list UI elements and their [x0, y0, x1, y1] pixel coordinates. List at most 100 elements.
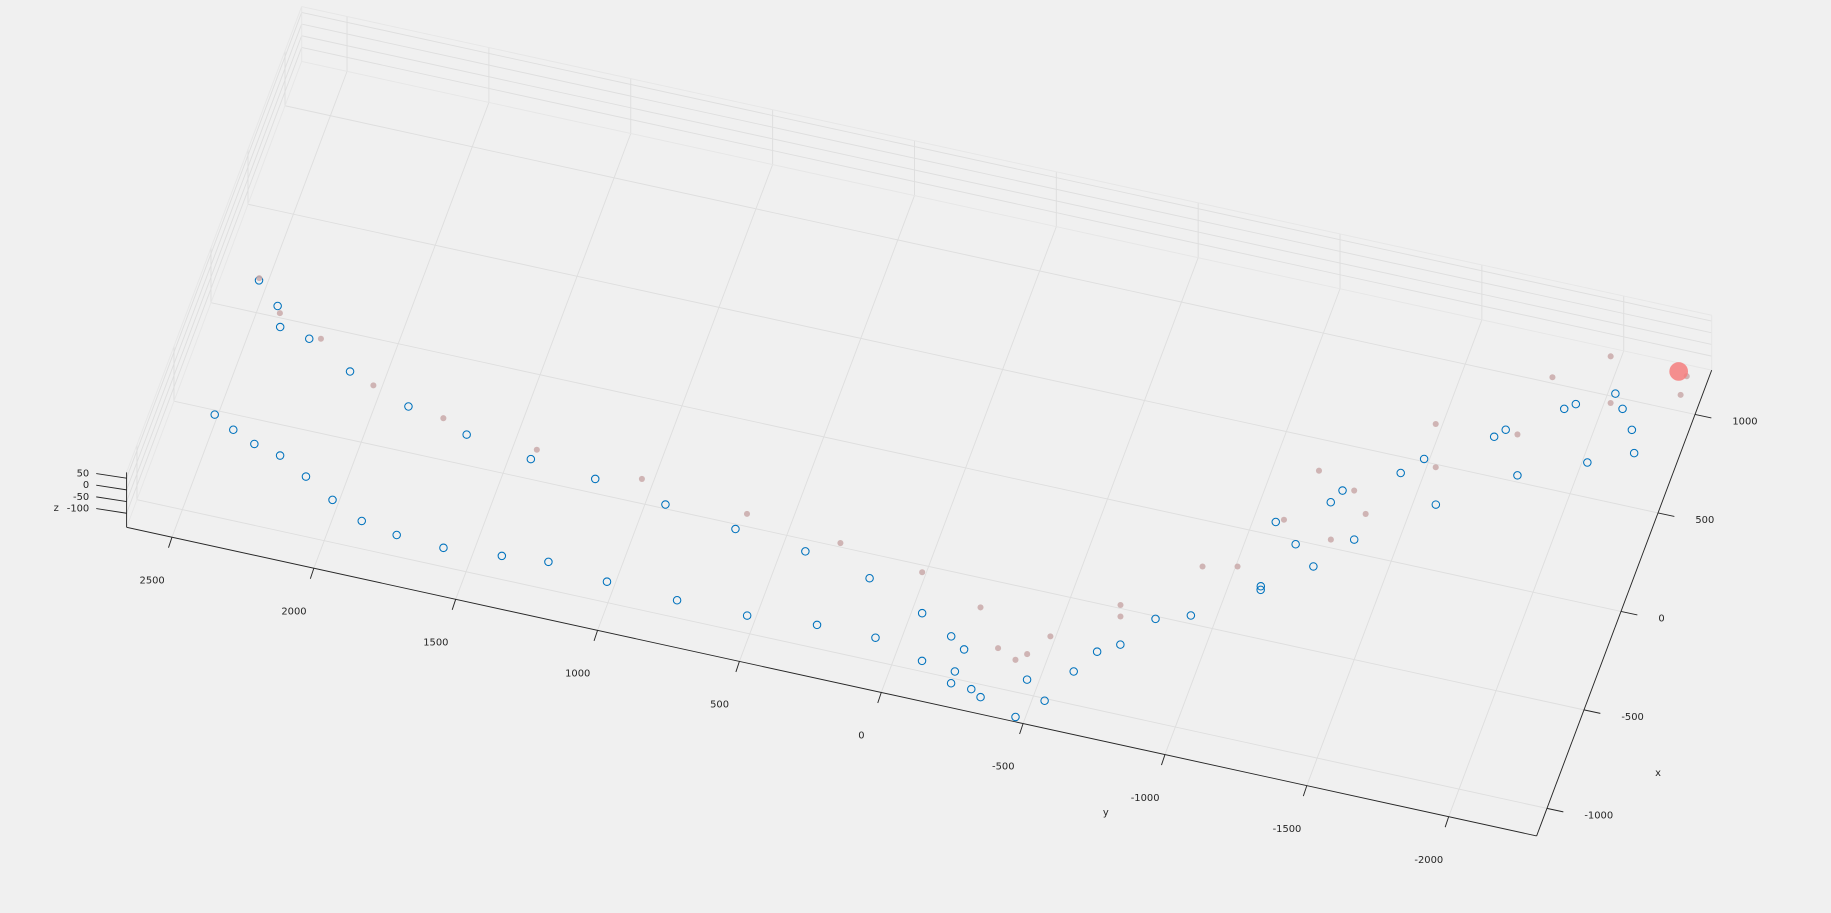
scatter-point — [1234, 563, 1241, 570]
y-tick — [735, 661, 740, 673]
x-tick — [1657, 512, 1675, 517]
y-tick — [168, 537, 173, 548]
x-grid-line — [284, 105, 1696, 415]
y-tick-label: 1000 — [565, 669, 590, 680]
scatter-point — [273, 301, 282, 311]
x-tick-label: -500 — [1621, 712, 1643, 723]
y-grid-line — [1448, 350, 1625, 817]
y-grid-line — [597, 164, 774, 631]
x-tick — [1583, 709, 1601, 714]
y-tick-label: 1500 — [423, 637, 448, 648]
x-axis-line — [1536, 369, 1713, 837]
x-tick — [1546, 807, 1564, 813]
scatter-point — [370, 382, 377, 389]
scatter-point — [1432, 420, 1439, 428]
scatter-point — [1583, 458, 1592, 467]
scatter-point — [275, 322, 285, 332]
z-grid-line — [126, 35, 303, 502]
scatter-point — [1489, 432, 1499, 442]
scatter-point — [801, 547, 810, 556]
scatter-point — [1396, 468, 1405, 478]
scatter-point — [345, 367, 355, 376]
scatter-point — [1022, 675, 1032, 684]
scatter-point — [1571, 399, 1581, 409]
x-tick-label: 1000 — [1732, 416, 1757, 427]
y-tick-label: -500 — [992, 762, 1014, 773]
scatter-point — [1432, 464, 1439, 471]
scatter-point — [742, 611, 752, 620]
scatter-point — [1677, 391, 1684, 398]
scatter-point — [1024, 651, 1031, 658]
scatter-point — [1256, 585, 1265, 595]
scatter-point — [256, 275, 263, 282]
z-grid-line — [126, 23, 303, 491]
y-tick-label: -1500 — [1273, 824, 1302, 835]
scatter-point — [1199, 563, 1206, 570]
y-grid-line — [455, 133, 632, 600]
scatter-point — [1349, 535, 1359, 544]
scatter-point — [439, 543, 448, 553]
scatter-point — [1362, 510, 1369, 517]
scatter-point — [1419, 454, 1429, 464]
scatter-point — [967, 684, 976, 694]
scatter-point — [871, 633, 880, 642]
scatter-point — [995, 645, 1002, 652]
axes-layer: -2000-1500-1000-50005001000150020002500-… — [67, 6, 1758, 866]
scatter-point — [1514, 431, 1521, 438]
x-axis-label: x — [1655, 768, 1661, 779]
scatter-point — [1280, 516, 1288, 523]
scatter-point — [1117, 601, 1124, 609]
y-axis-line — [126, 526, 1537, 837]
x-grid-line — [210, 302, 1622, 612]
scatter-point — [638, 475, 645, 482]
x-tick-label: -1000 — [1584, 810, 1613, 821]
scatter-point — [1047, 633, 1054, 640]
x-tick — [1694, 413, 1712, 419]
scatter-point — [731, 524, 740, 534]
scatter-point — [357, 516, 367, 526]
z-grid-line — [126, 47, 303, 514]
y-axis-label: y — [1103, 808, 1109, 819]
y-tick-label: -1000 — [1131, 793, 1160, 804]
scatter-point — [837, 540, 844, 547]
scatter-point — [917, 608, 927, 618]
scatter-point — [976, 692, 985, 702]
scatter-point — [544, 557, 553, 567]
x-grid-line — [247, 203, 1659, 514]
scatter-point — [497, 551, 507, 561]
scatter-point — [1186, 611, 1196, 620]
y-grid-line — [313, 102, 490, 569]
scatter-point — [590, 474, 600, 484]
scatter-point — [1338, 486, 1347, 495]
scatter-point — [1011, 712, 1020, 722]
z-tick-label: -50 — [73, 492, 89, 503]
scatter-point — [602, 577, 612, 586]
x-tick-label: 500 — [1695, 515, 1714, 526]
y-tick-label: 2000 — [281, 606, 306, 617]
scatter-point — [533, 446, 540, 453]
y-tick — [1019, 723, 1024, 735]
scatter-point — [1291, 539, 1300, 549]
scatter-point — [743, 510, 751, 517]
y-grid-line — [171, 71, 348, 538]
scatter-point — [812, 620, 822, 630]
z-grid-line — [301, 35, 1712, 345]
scatter-point — [1501, 425, 1510, 434]
scatter-point — [462, 430, 471, 439]
y-tick — [309, 568, 315, 579]
x-tick — [1620, 610, 1638, 616]
scatter-point — [946, 632, 956, 641]
scatter-point — [1431, 500, 1441, 509]
y-tick — [1161, 754, 1166, 766]
scatter-point — [865, 573, 874, 583]
scatter-point — [275, 451, 285, 460]
x-tick-label: 0 — [1658, 613, 1664, 624]
scatter-point — [1256, 582, 1266, 591]
scatter-point — [328, 495, 337, 505]
scatter-point — [1327, 536, 1334, 543]
grid-layer — [126, 11, 1712, 817]
z-tick — [96, 473, 127, 479]
z-axis-label: z — [54, 503, 59, 514]
z-tick — [96, 496, 127, 503]
